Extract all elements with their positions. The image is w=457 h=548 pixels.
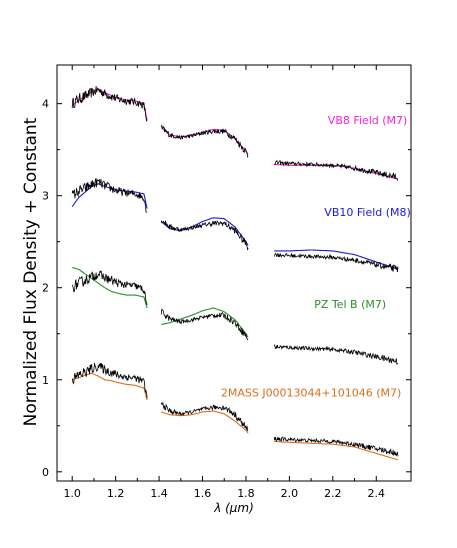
comparison-spectrum-3-band-0 bbox=[72, 372, 148, 401]
reference-spectrum-1-band-1 bbox=[160, 220, 249, 251]
reference-spectrum-0-band-1 bbox=[160, 124, 249, 159]
reference-spectrum-2-band-1 bbox=[160, 308, 249, 341]
x-tick-label-4: 1.8 bbox=[237, 487, 255, 500]
y-tick-label-1: 1 bbox=[42, 374, 49, 387]
reference-spectrum-3-band-1 bbox=[160, 401, 249, 432]
x-tick-label-5: 2.0 bbox=[281, 487, 299, 500]
y-tick-label-4: 4 bbox=[42, 98, 49, 111]
y-axis-label: Normalized Flux Density + Constant bbox=[21, 117, 41, 426]
y-tick-label-2: 2 bbox=[42, 282, 49, 295]
comparison-spectrum-0-band-2 bbox=[274, 163, 399, 180]
reference-spectrum-0-band-0 bbox=[71, 85, 148, 123]
x-tick-label-7: 2.4 bbox=[368, 487, 386, 500]
comparison-spectrum-1-band-1 bbox=[160, 217, 249, 246]
x-tick-label-2: 1.4 bbox=[150, 487, 168, 500]
comparison-spectrum-1-band-2 bbox=[274, 249, 399, 270]
series-label-1: VB10 Field (M8) bbox=[324, 206, 411, 219]
series-label-0: VB8 Field (M7) bbox=[328, 114, 408, 127]
tick-layer: 1.0 1.2 1.4 1.6 1.8 2.0 2.2 2.4 0 1 2 3 4 bbox=[42, 65, 411, 500]
y-tick-label-0: 0 bbox=[42, 466, 49, 479]
x-tick-label-6: 2.2 bbox=[324, 487, 342, 500]
series-labels: VB8 Field (M7) VB10 Field (M8) PZ Tel B (M… bbox=[221, 114, 411, 399]
series-group-2 bbox=[71, 266, 399, 365]
series-group-0 bbox=[71, 85, 399, 182]
y-tick-label-3: 3 bbox=[42, 190, 49, 203]
reference-spectrum-1-band-2 bbox=[273, 252, 399, 273]
series-layer bbox=[71, 85, 399, 461]
plot-frame bbox=[56, 64, 412, 482]
reference-spectrum-0-band-2 bbox=[273, 159, 399, 182]
reference-spectrum-2-band-2 bbox=[273, 343, 399, 365]
x-tick-label-3: 1.6 bbox=[194, 487, 212, 500]
x-tick-label-1: 1.2 bbox=[107, 487, 125, 500]
series-label-3: 2MASS J00013044+101046 (M7) bbox=[221, 386, 402, 399]
reference-spectrum-3-band-2 bbox=[273, 436, 399, 457]
comparison-spectrum-3-band-2 bbox=[274, 440, 399, 461]
series-label-2: PZ Tel B (M7) bbox=[314, 298, 386, 311]
comparison-spectrum-3-band-1 bbox=[161, 410, 249, 434]
comparison-spectrum-2-band-0 bbox=[72, 266, 148, 309]
reference-spectrum-1-band-0 bbox=[71, 178, 148, 213]
reference-spectrum-3-band-0 bbox=[71, 362, 148, 399]
series-group-3 bbox=[71, 362, 399, 461]
series-group-1 bbox=[71, 178, 399, 273]
x-tick-label-0: 1.0 bbox=[63, 487, 81, 500]
reference-spectrum-2-band-0 bbox=[71, 270, 148, 306]
x-axis-label: λ (μm) bbox=[213, 501, 254, 515]
